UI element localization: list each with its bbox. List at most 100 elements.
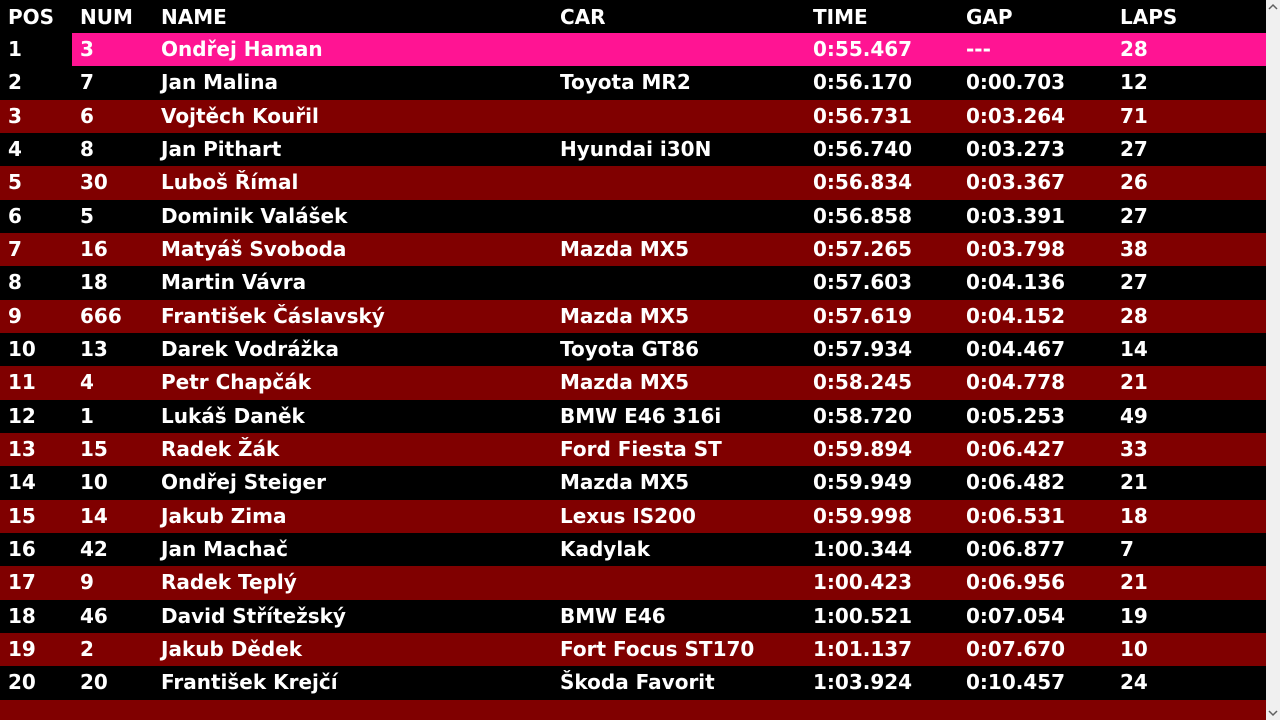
table-cell: 1 (8, 37, 22, 61)
table-cell: David Střítežský (161, 603, 346, 628)
table-cell: 0:06.956 (966, 570, 1066, 595)
header-cell: CAR (560, 5, 606, 29)
table-cell: 0:03.264 (966, 103, 1066, 128)
table-cell: 7 (80, 70, 94, 95)
table-cell: 21 (1120, 470, 1148, 495)
table-cell: 0:03.273 (966, 137, 1066, 162)
table-cell: Hyundai i30N (560, 137, 712, 162)
table-row: 5 30 Luboš Římal 0:56.834 0:03.367 26 (0, 166, 1266, 200)
table-cell: 7 (1120, 537, 1134, 562)
table-cell: 6 (80, 103, 94, 128)
table-cell: 0:57.603 (813, 270, 913, 295)
table-cell: 18 (80, 270, 108, 295)
table-cell: 0:00.703 (966, 70, 1066, 95)
table-cell: 0:03.798 (966, 237, 1066, 262)
table-cell: Jan Pithart (161, 137, 282, 162)
table-cell: Jan Machač (161, 537, 288, 562)
table-cell: 12 (8, 403, 36, 428)
table-cell: 18 (1120, 503, 1148, 528)
table-cell: 16 (80, 237, 108, 262)
table-cell: 33 (1120, 437, 1148, 462)
header-cell: TIME (813, 5, 868, 29)
table-cell: 11 (8, 370, 36, 395)
table-cell: 30 (80, 170, 108, 195)
table-cell: Ondřej Haman (161, 37, 323, 61)
table-cell: 0:05.253 (966, 403, 1066, 428)
table-row: 19 2 Jakub Dědek Fort Focus ST170 1:01.137 0:… (0, 633, 1266, 667)
table-cell: 27 (1120, 270, 1148, 295)
table-row: 15 14 Jakub Zima Lexus IS200 0:59.998 0:06.53… (0, 499, 1266, 534)
table-row: 12 1 Lukáš Daněk BMW E46 316i 0:58.720 0:05.2… (0, 400, 1266, 433)
table-cell: Toyota GT86 (560, 337, 700, 362)
table-cell: 0:59.894 (813, 437, 913, 462)
table-cell: Martin Vávra (161, 270, 307, 295)
table-cell: 0:07.670 (966, 637, 1066, 662)
table-cell: 0:58.245 (813, 370, 913, 395)
header-cell: NUM (80, 5, 133, 29)
table-cell: Jan Malina (161, 70, 278, 95)
table-cell: 10 (80, 470, 108, 495)
table-cell: 16 (8, 537, 36, 562)
table-cell: 10 (8, 337, 36, 362)
table-cell: 20 (80, 670, 108, 695)
table-cell: 0:59.949 (813, 470, 913, 495)
table-cell: 15 (80, 437, 108, 462)
table-cell: Mazda MX5 (560, 470, 690, 495)
table-cell: 49 (1120, 403, 1148, 428)
table-cell: 0:06.531 (966, 503, 1066, 528)
table-cell: Jakub Dědek (161, 637, 303, 662)
table-cell: Ondřej Steiger (161, 470, 326, 495)
table-cell: 0:57.265 (813, 237, 913, 262)
table-cell: 14 (8, 470, 36, 495)
header-cell: NAME (161, 5, 227, 29)
table-row: 3 6 Vojtěch Kouřil 0:56.731 0:03.264 71 (0, 99, 1266, 133)
table-row: 6 5 Dominik Valášek 0:56.858 0:03.391 27 (0, 200, 1266, 233)
table-cell: 18 (8, 603, 36, 628)
table-cell: BMW E46 (560, 603, 666, 628)
table-cell: Darek Vodrážka (161, 337, 340, 362)
header-row: POS NUM NAME CAR TIME GAP LAPS (0, 0, 1266, 33)
table-cell: 0:55.467 (813, 37, 913, 61)
table-cell: 13 (8, 437, 36, 462)
table-cell: 8 (80, 137, 94, 162)
scrollbar (1266, 0, 1280, 720)
table-cell: 0:06.877 (966, 537, 1066, 562)
table-cell: 1:00.521 (813, 603, 913, 628)
table-cell: Ford Fiesta ST (560, 437, 722, 462)
table-cell: 0:56.740 (813, 137, 913, 162)
table-cell: 3 (80, 37, 94, 61)
table-cell: 1 (80, 403, 94, 428)
table-cell: 4 (8, 137, 22, 162)
row-highlight (72, 33, 1266, 67)
table-row: 8 18 Martin Vávra 0:57.603 0:04.136 27 (0, 266, 1266, 299)
table-cell: 8 (8, 270, 22, 295)
table-cell: Lukáš Daněk (161, 403, 305, 428)
table-cell: BMW E46 316i (560, 403, 722, 428)
table-cell: 0:56.170 (813, 70, 913, 95)
table-cell: 10 (1120, 637, 1148, 662)
table-row: 4 8 Jan Pithart Hyundai i30N 0:56.740 0:03.27… (0, 133, 1266, 166)
table-cell: --- (966, 37, 991, 61)
table-row: 18 46 David Střítežský BMW E46 1:00.521 0:07.… (0, 600, 1266, 633)
table-cell: 2 (8, 70, 22, 95)
table-cell: Radek Žák (161, 437, 280, 462)
table-cell: 27 (1120, 137, 1148, 162)
table-cell: 1:00.423 (813, 570, 913, 595)
scrollbar-arrows (1268, 3, 1278, 717)
table-row: 11 4 Petr Chapčák Mazda MX5 0:58.245 0:04.778… (0, 366, 1266, 400)
table-cell: Lexus IS200 (560, 503, 696, 528)
table-cell: 17 (8, 570, 36, 595)
table-cell: Fort Focus ST170 (560, 637, 755, 662)
table-cell: Kadylak (560, 537, 650, 562)
table-cell: 0:59.998 (813, 503, 913, 528)
table-cell: Toyota MR2 (560, 70, 691, 95)
table-row: 13 15 Radek Žák Ford Fiesta ST 0:59.894 0:06.… (0, 433, 1266, 467)
table-cell: 0:56.731 (813, 103, 913, 128)
table-cell: 27 (1120, 203, 1148, 228)
table-cell: Vojtěch Kouřil (161, 103, 319, 128)
table-cell: 19 (8, 637, 36, 662)
table-row: 20 20 František Krejčí Škoda Favorit 1:03.92… (0, 666, 1266, 699)
table-cell: Matyáš Svoboda (161, 237, 347, 262)
table-cell: 6 (8, 203, 22, 228)
